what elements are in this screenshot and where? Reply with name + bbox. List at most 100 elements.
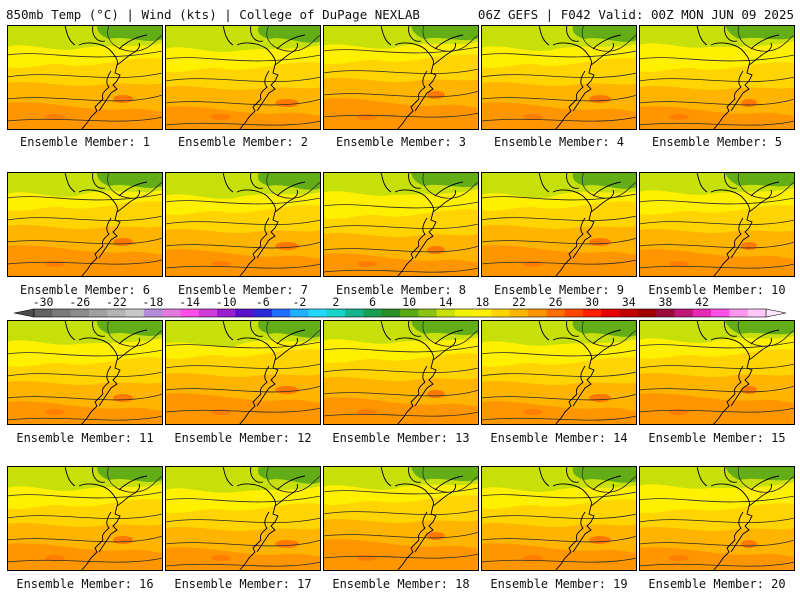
- colorbar-swatch: [34, 309, 53, 317]
- colorbar-swatch: [711, 309, 730, 317]
- colorbar-tick-label: 18: [475, 295, 489, 309]
- ensemble-member-caption: Ensemble Member: 12: [174, 431, 312, 445]
- colorbar-swatch: [180, 309, 199, 317]
- colorbar-swatch: [436, 309, 456, 317]
- map-title: 850mb Temp (°C) | Wind (kts) | College o…: [6, 7, 420, 22]
- colorbar-tick-label: -14: [179, 295, 200, 309]
- colorbar-swatch: [125, 309, 145, 317]
- colorbar-swatch: [528, 309, 547, 317]
- colorbar-tick-label: -26: [69, 295, 90, 309]
- ensemble-member-caption: Ensemble Member: 19: [490, 577, 628, 591]
- colorbar-swatch: [418, 309, 437, 317]
- colorbar-tick-label: 38: [658, 295, 672, 309]
- ensemble-member-caption: Ensemble Member: 10: [648, 283, 786, 297]
- colorbar-min-arrow: [14, 308, 35, 318]
- colorbar-tick-label: 22: [512, 295, 526, 309]
- colorbar-tick-label: 30: [585, 295, 599, 309]
- colorbar-swatch: [509, 309, 529, 317]
- colorbar-swatch: [271, 309, 291, 317]
- colorbar-swatch: [637, 309, 657, 317]
- ensemble-member-map: [323, 25, 479, 130]
- colorbar-swatch: [198, 309, 218, 317]
- colorbar-svg: -30 -26 -22 -18 -14 -10 -6 -2 2 6 10 14 18 22 26 30 34 38…: [14, 295, 786, 318]
- ensemble-member-map: [323, 466, 479, 571]
- colorbar-tick-label: 2: [332, 295, 339, 309]
- colorbar-swatch: [491, 309, 511, 317]
- ensemble-member-caption: Ensemble Member: 17: [174, 577, 312, 591]
- ensemble-member-caption: Ensemble Member: 16: [16, 577, 154, 591]
- ensemble-member-map: [639, 320, 795, 425]
- ensemble-member-map: [165, 466, 321, 571]
- colorbar-swatch: [546, 309, 565, 317]
- colorbar-swatch: [656, 309, 675, 317]
- colorbar-tick-label: -22: [106, 295, 127, 309]
- ensemble-member-map: [7, 172, 163, 277]
- colorbar-swatch: [107, 309, 126, 317]
- colorbar-max-arrow: [765, 308, 786, 318]
- ensemble-member-map: [323, 320, 479, 425]
- colorbar-swatch: [70, 309, 90, 317]
- ensemble-member-map: [165, 172, 321, 277]
- ensemble-member-caption: Ensemble Member: 4: [493, 135, 625, 149]
- ensemble-member-caption: Ensemble Member: 5: [651, 135, 783, 149]
- ensemble-member-caption: Ensemble Member: 11: [16, 431, 154, 445]
- colorbar-swatch: [747, 309, 767, 317]
- ensemble-member-map: [7, 320, 163, 425]
- ensemble-member-caption: Ensemble Member: 9: [493, 283, 625, 297]
- ensemble-member-map: [639, 172, 795, 277]
- temperature-colorbar: -30 -26 -22 -18 -14 -10 -6 -2 2 6 10 14 18 22 26 30 34 38…: [14, 295, 786, 321]
- ensemble-member-map: [481, 172, 637, 277]
- colorbar-swatch: [308, 309, 328, 317]
- colorbar-frame: [33, 308, 767, 318]
- ensemble-member-map: [481, 320, 637, 425]
- ensemble-member-caption: Ensemble Member: 18: [332, 577, 470, 591]
- colorbar-swatch: [729, 309, 748, 317]
- ensemble-member-caption: Ensemble Member: 15: [648, 431, 786, 445]
- ensemble-member-caption: Ensemble Member: 1: [19, 135, 151, 149]
- colorbar-swatch: [381, 309, 401, 317]
- ensemble-member-map: [7, 466, 163, 571]
- colorbar-tick-label: -6: [256, 295, 270, 309]
- colorbar-tick-label: 34: [622, 295, 636, 309]
- colorbar-swatch: [162, 309, 181, 317]
- ensemble-member-caption: Ensemble Member: 13: [332, 431, 470, 445]
- colorbar-tick-label: 6: [369, 295, 376, 309]
- colorbar-swatch: [400, 309, 419, 317]
- colorbar-swatch: [88, 309, 108, 317]
- colorbar-swatch: [290, 309, 309, 317]
- ensemble-member-map: [165, 25, 321, 130]
- colorbar-tick-label: 26: [549, 295, 563, 309]
- ensemble-member-caption: Ensemble Member: 6: [19, 283, 151, 297]
- colorbar-tick-label: 42: [695, 295, 709, 309]
- colorbar-swatch: [692, 309, 712, 317]
- ensemble-member-map: [481, 466, 637, 571]
- colorbar-tick-label: -10: [216, 295, 237, 309]
- colorbar-swatch: [473, 309, 492, 317]
- colorbar-tick-label: 10: [402, 295, 416, 309]
- ensemble-member-map: [639, 466, 795, 571]
- ensemble-member-caption: Ensemble Member: 20: [648, 577, 786, 591]
- colorbar-swatch: [674, 309, 694, 317]
- ensemble-member-caption: Ensemble Member: 7: [177, 283, 309, 297]
- ensemble-member-caption: Ensemble Member: 14: [490, 431, 628, 445]
- colorbar-tick-label: 14: [439, 295, 453, 309]
- ensemble-member-map: [323, 172, 479, 277]
- colorbar-swatch: [235, 309, 254, 317]
- ensemble-member-caption: Ensemble Member: 8: [335, 283, 467, 297]
- ensemble-member-map: [165, 320, 321, 425]
- ensemble-member-map: [7, 25, 163, 130]
- ensemble-member-caption: Ensemble Member: 2: [177, 135, 309, 149]
- colorbar-tick-label: -2: [292, 295, 306, 309]
- colorbar-swatch: [52, 309, 71, 317]
- colorbar-swatch: [583, 309, 602, 317]
- colorbar-swatch: [363, 309, 382, 317]
- colorbar-tick-label: -30: [33, 295, 54, 309]
- colorbar-swatch: [454, 309, 474, 317]
- colorbar-swatch: [143, 309, 163, 317]
- ensemble-member-map: [481, 25, 637, 130]
- ensemble-member-map: [639, 25, 795, 130]
- colorbar-swatch: [564, 309, 584, 317]
- colorbar-tick-label: -18: [143, 295, 164, 309]
- colorbar-swatch: [345, 309, 364, 317]
